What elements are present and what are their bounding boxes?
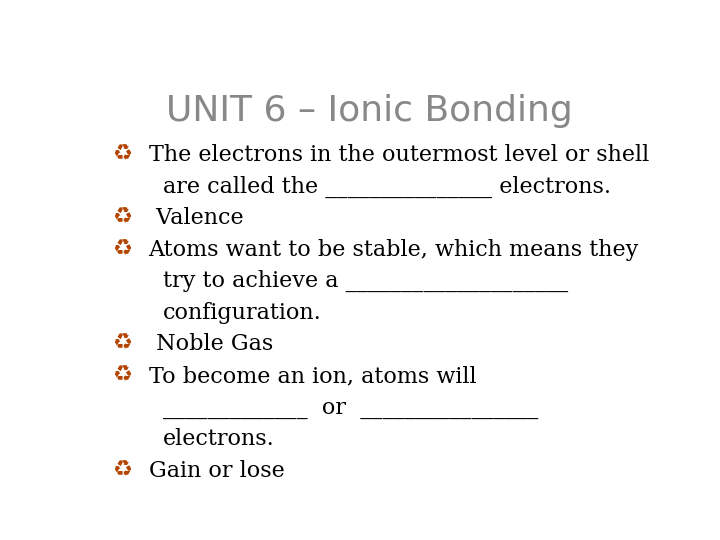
Text: Gain or lose: Gain or lose — [148, 460, 284, 482]
Text: ♻: ♻ — [112, 365, 132, 385]
Text: ♻: ♻ — [112, 460, 132, 480]
Text: try to achieve a ____________________: try to achieve a ____________________ — [163, 270, 567, 292]
Text: electrons.: electrons. — [163, 428, 274, 450]
Text: To become an ion, atoms will: To become an ion, atoms will — [148, 365, 476, 387]
Text: Valence: Valence — [148, 207, 243, 229]
Text: Noble Gas: Noble Gas — [148, 333, 273, 355]
Text: Atoms want to be stable, which means they: Atoms want to be stable, which means the… — [148, 239, 639, 261]
Text: ♻: ♻ — [112, 207, 132, 227]
Text: The electrons in the outermost level or shell: The electrons in the outermost level or … — [148, 144, 649, 166]
Text: ♻: ♻ — [112, 333, 132, 353]
Text: _____________  or  ________________: _____________ or ________________ — [163, 396, 538, 419]
Text: configuration.: configuration. — [163, 302, 321, 324]
Text: ♻: ♻ — [112, 144, 132, 164]
Text: are called the _______________ electrons.: are called the _______________ electrons… — [163, 176, 611, 198]
FancyBboxPatch shape — [79, 57, 660, 489]
Text: ♻: ♻ — [112, 239, 132, 259]
Text: UNIT 6 – Ionic Bonding: UNIT 6 – Ionic Bonding — [166, 94, 572, 128]
